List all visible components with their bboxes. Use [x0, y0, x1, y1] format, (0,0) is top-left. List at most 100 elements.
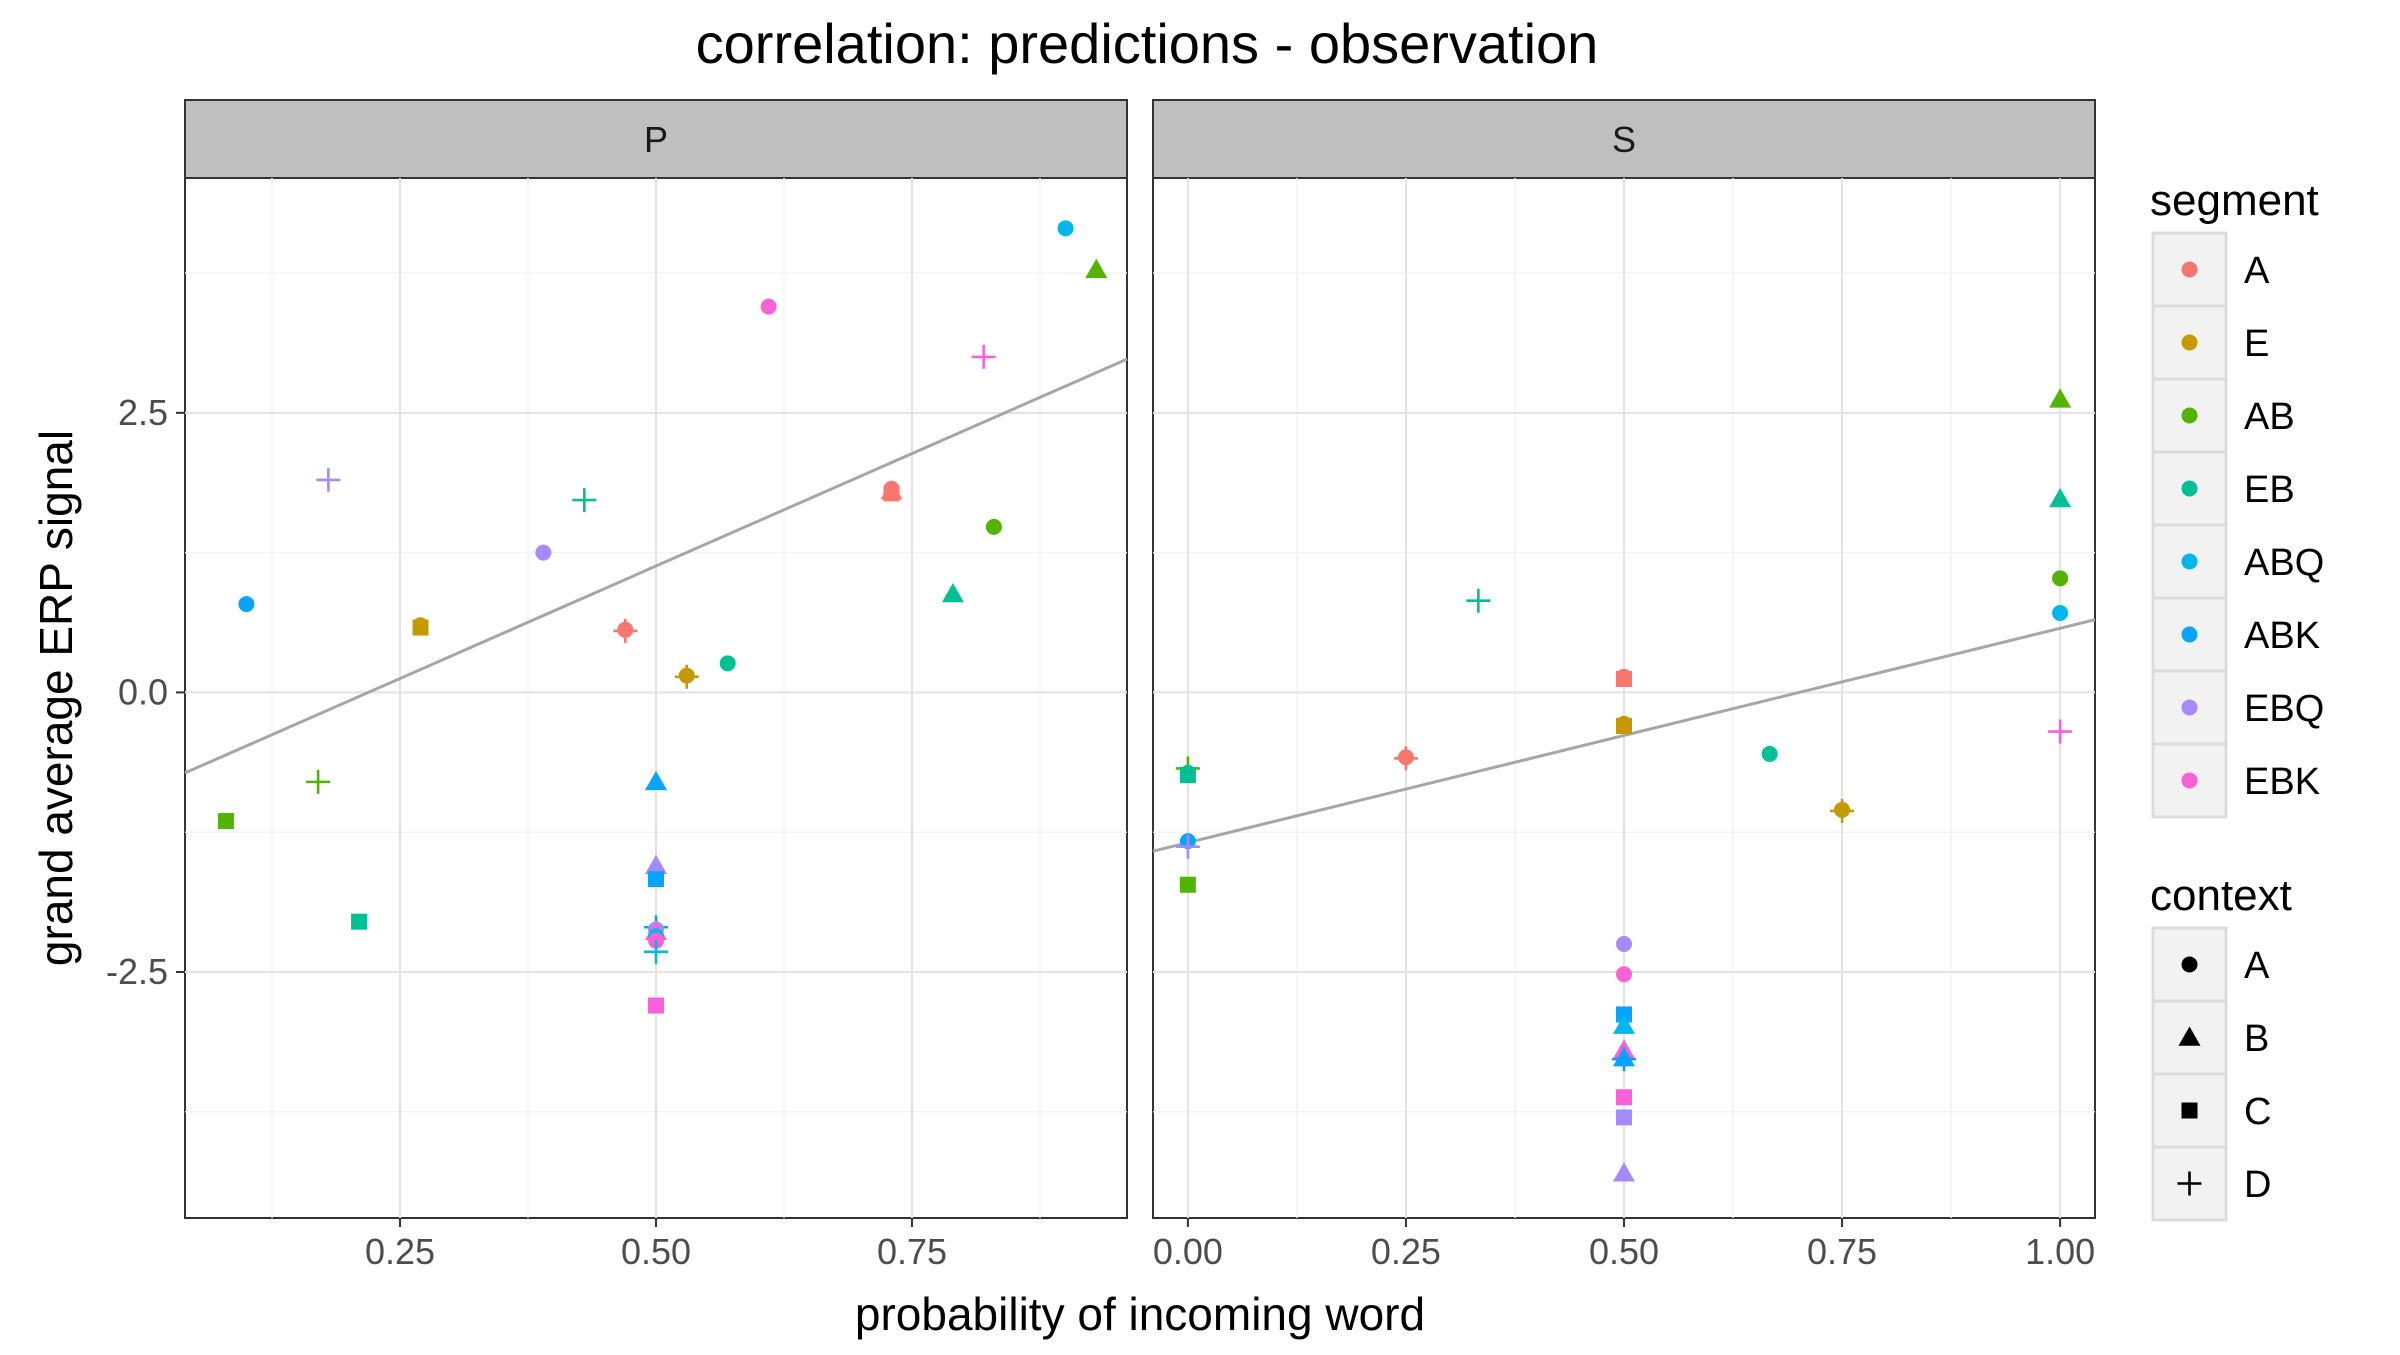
y-axis: 2.5 0.0 -2.5 — [106, 392, 185, 992]
panel-p-point — [351, 913, 368, 930]
panel-s-regression-line — [1152, 618, 2096, 853]
panel-s-points — [1152, 388, 2096, 1182]
panel-s-point — [1616, 1109, 1632, 1126]
panel-s: S 0.00 0.25 0.50 0.75 1.00 — [1152, 99, 2096, 1272]
panel-p-strip — [184, 99, 1128, 179]
panel-p-point — [674, 664, 699, 689]
panel-s-point — [1616, 1006, 1632, 1023]
panel-s-strip-label: S — [1612, 119, 1636, 160]
panel-p-point — [316, 467, 341, 492]
panel-s-point — [1830, 798, 1855, 823]
segment-legend-items: AE AB EB ABQ ABK EBQ EBK — [2151, 231, 2324, 819]
x-axis-label: probability of incoming word — [855, 1288, 1425, 1340]
segment-legend-key — [2151, 450, 2228, 527]
context-legend-swatch — [2178, 1026, 2201, 1046]
segment-legend-swatch — [2181, 772, 2198, 789]
panel-s-x-tick-label: 0.50 — [1589, 1231, 1659, 1272]
panel-p-point — [1085, 258, 1108, 278]
panel-p-point — [941, 583, 964, 603]
panel-s-point — [1393, 746, 1418, 771]
segment-legend-swatch — [2181, 626, 2198, 643]
segment-legend-label: AB — [2244, 396, 2295, 438]
context-legend-label: B — [2244, 1018, 2269, 1060]
panel-s-point — [2049, 487, 2072, 508]
panel-p-strip-label: P — [644, 119, 668, 160]
panel-p-point — [306, 769, 331, 794]
segment-legend-label: EB — [2244, 469, 2295, 511]
context-legend-key — [2151, 926, 2228, 1003]
y-tick-label: 2.5 — [118, 392, 168, 433]
segment-legend-label: EBK — [2244, 761, 2320, 803]
panel-s-point — [1761, 745, 1778, 762]
panel-p-x-tick-label: 0.25 — [365, 1231, 435, 1272]
segment-legend-swatch — [2181, 480, 2198, 497]
y-axis-label: grand average ERP signal — [30, 430, 82, 966]
panel-p-regression-line — [184, 357, 1128, 775]
panel-s-point — [1616, 670, 1632, 687]
panel-s-x-tick-label: 0.25 — [1371, 1231, 1441, 1272]
panel-p-point — [760, 298, 777, 315]
panel-s-point — [1179, 767, 1196, 784]
segment-legend: segment AE AB EB ABQ ABK EBQ EBK — [2150, 176, 2324, 819]
panel-p-point — [645, 854, 667, 874]
panel-p-points — [184, 220, 1128, 1014]
context-legend-title: context — [2150, 871, 2292, 920]
context-legend-label: D — [2244, 1164, 2271, 1206]
panel-s-x-tick-label: 1.00 — [2025, 1231, 2095, 1272]
chart-title: correlation: predictions - observation — [696, 12, 1599, 75]
panel-s-point — [1616, 966, 1632, 983]
panel-s-strip — [1152, 99, 2096, 179]
panel-p-point — [719, 655, 736, 672]
panel-s-point — [1616, 717, 1632, 734]
segment-legend-label: E — [2244, 323, 2269, 365]
segment-legend-swatch — [2181, 553, 2198, 570]
segment-legend-swatch — [2181, 699, 2198, 716]
y-tick-label: -2.5 — [106, 951, 168, 992]
panel-s-x-ticks: 0.00 0.25 0.50 0.75 1.00 — [1153, 1218, 2095, 1272]
context-legend-label: C — [2244, 1091, 2271, 1133]
context-legend-swatch — [2181, 956, 2198, 973]
y-tick-label: 0.0 — [118, 671, 168, 712]
panel-p-point — [613, 618, 638, 643]
panel-p-point — [985, 518, 1002, 535]
panel-p-point — [644, 939, 668, 964]
panel-p-point — [238, 596, 255, 613]
panel-s-point — [1612, 1047, 1636, 1072]
panel-p-point — [1057, 220, 1074, 237]
segment-legend-label: EBQ — [2244, 688, 2324, 730]
panel-s-point — [2052, 570, 2069, 587]
panel-s-point — [1613, 1162, 1635, 1182]
context-legend-label: A — [2244, 945, 2270, 987]
panel-s-x-tick-label: 0.00 — [1153, 1231, 1223, 1272]
panel-p-point — [648, 871, 664, 888]
panel-p-point — [572, 488, 597, 513]
panel-p-point — [217, 813, 234, 830]
panel-s-point — [1175, 834, 1200, 859]
panel-p: P 0.25 0.50 0.75 — [184, 99, 1128, 1272]
segment-legend-label: A — [2244, 250, 2270, 292]
panel-s-point — [1616, 936, 1632, 953]
context-legend-swatch — [2181, 1102, 2198, 1119]
panel-s-point — [2052, 605, 2069, 622]
segment-legend-label: ABK — [2244, 615, 2320, 657]
segment-legend-swatch — [2181, 261, 2198, 278]
panel-p-point — [648, 997, 664, 1014]
panel-p-x-ticks: 0.25 0.50 0.75 — [365, 1218, 947, 1272]
segment-legend-title: segment — [2150, 176, 2319, 225]
panel-p-grid — [185, 178, 1127, 1218]
panel-p-point — [883, 485, 900, 502]
panel-s-point — [1179, 876, 1196, 893]
panel-s-point — [1466, 588, 1491, 613]
panel-p-point — [645, 770, 667, 791]
segment-legend-swatch — [2181, 407, 2198, 424]
panel-p-point — [971, 344, 996, 369]
panel-s-point — [1613, 1014, 1635, 1034]
panel-p-point — [412, 619, 429, 636]
panel-p-point — [535, 544, 552, 561]
panel-p-x-tick-label: 0.75 — [877, 1231, 947, 1272]
panel-s-point — [1616, 1089, 1632, 1106]
